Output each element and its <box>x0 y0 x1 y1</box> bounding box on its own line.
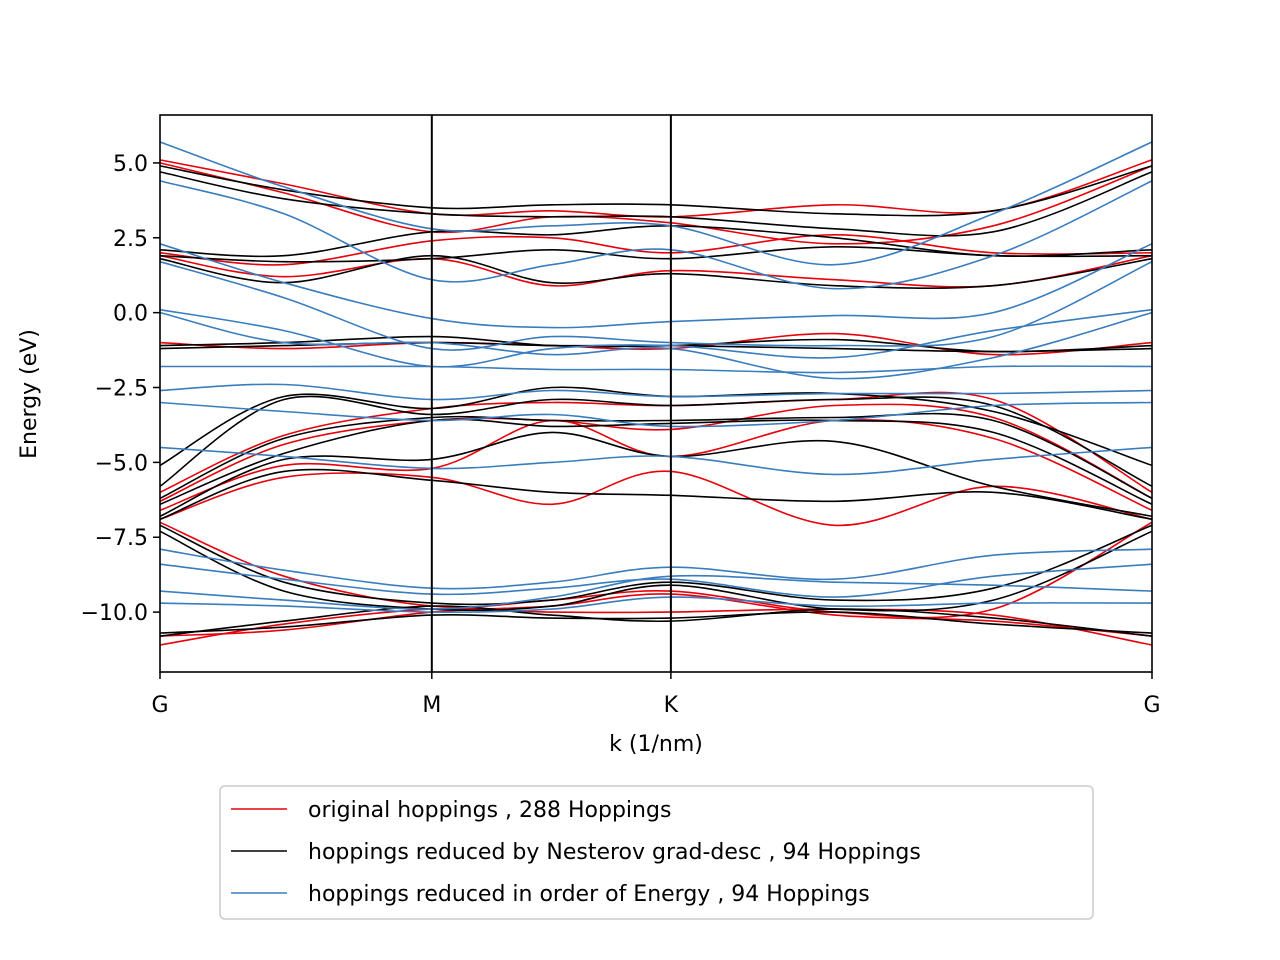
series-1-band-9 <box>159 470 1153 527</box>
x-tick-label: K <box>664 693 679 718</box>
series-3-band-6 <box>159 311 1153 380</box>
series-2-band-13 <box>159 468 1153 521</box>
series-3-band-11 <box>159 548 1153 590</box>
series-3-band-4 <box>159 260 1153 351</box>
series-2-band-12 <box>159 431 1153 518</box>
legend-label: hoppings reduced in order of Energy , 94… <box>308 882 870 907</box>
y-axis-label: Energy (eV) <box>17 329 42 459</box>
series-2-band-10 <box>159 412 1153 500</box>
series-3-band-12 <box>159 563 1153 598</box>
series-3-band-9 <box>159 401 1153 428</box>
series-2-band-11 <box>159 418 1153 506</box>
series-2-band-16 <box>159 605 1153 637</box>
legend-entries: original hoppings , 288 Hoppings hoppings… <box>231 798 921 907</box>
plot-frame <box>159 114 1153 673</box>
y-tick-label: −5.0 <box>95 451 148 476</box>
series-1-band-7 <box>159 403 1153 503</box>
series-1-band-11 <box>159 607 1153 646</box>
series-2-band-2 <box>159 171 1153 237</box>
series-1-band-2 <box>159 162 1153 245</box>
series-2-band-14 <box>159 524 1153 606</box>
legend-box <box>219 785 1094 920</box>
series-3-band-7 <box>159 365 1153 374</box>
series-3-band-1 <box>159 141 1153 266</box>
legend-label: hoppings reduced by Nesterov grad-desc ,… <box>308 840 921 865</box>
x-tick-label: M <box>422 693 441 718</box>
series-1-band-12 <box>159 593 1153 637</box>
legend-label: original hoppings , 288 Hoppings <box>308 798 671 823</box>
y-axis-ticks: 5.0 2.5 0.0 −2.5 −5.0 −7.5 −10.0 <box>81 152 160 626</box>
series-3-band-5 <box>159 308 1153 368</box>
series-3-band-3 <box>159 243 1153 329</box>
y-tick-label: −7.5 <box>95 526 148 551</box>
x-axis-label: k (1/nm) <box>609 732 703 757</box>
x-tick-label: G <box>151 693 168 718</box>
y-tick-label: 0.0 <box>113 302 148 327</box>
series-2-band-17 <box>159 611 1153 634</box>
series-2-band-5 <box>159 254 1153 290</box>
legend: original hoppings , 288 Hoppings hoppings… <box>219 785 1094 920</box>
series-1-band-6 <box>159 391 1153 494</box>
y-tick-label: 2.5 <box>113 227 148 252</box>
series-3-band-8 <box>159 383 1153 401</box>
y-tick-label: 5.0 <box>113 152 148 177</box>
series-1-band-8 <box>159 418 1153 512</box>
series-3-band-2 <box>159 180 1153 290</box>
series-2-band-15 <box>159 530 1153 612</box>
x-tick-label: G <box>1143 693 1160 718</box>
series-3 <box>159 141 1153 614</box>
series-1-band-3 <box>159 233 1153 266</box>
series-3-band-13 <box>159 574 1153 610</box>
series-2-band-8 <box>159 386 1153 467</box>
y-tick-label: −10.0 <box>81 601 148 626</box>
series-3-band-14 <box>159 596 1153 614</box>
series-2-band-4 <box>159 245 1153 263</box>
series-3-band-10 <box>159 446 1153 476</box>
y-tick-label: −2.5 <box>95 377 148 402</box>
bands-layer <box>159 141 1153 646</box>
high-symmetry-lines <box>430 115 672 672</box>
